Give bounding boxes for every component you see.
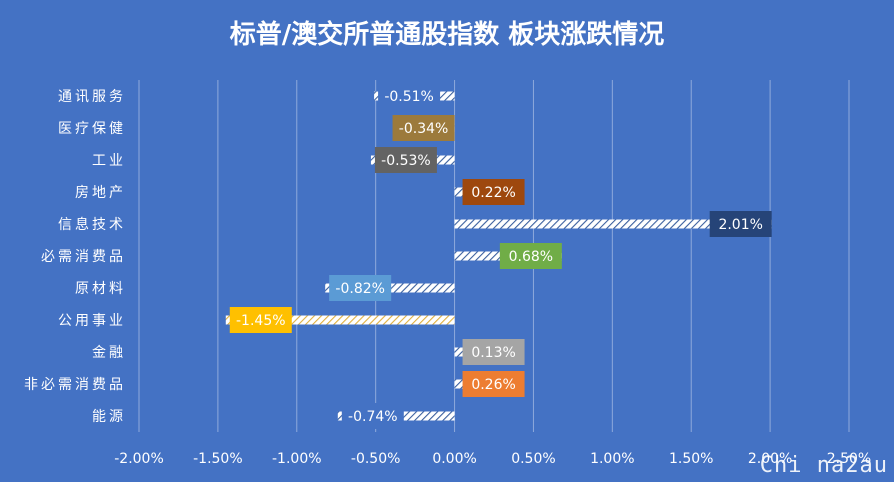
category-label: 通讯服务 [58,89,126,105]
x-tick-label: -1.00% [272,451,322,467]
category-label: 医疗保健 [58,121,126,137]
x-tick-label: 0.00% [432,451,476,467]
data-label: 2.01% [718,217,762,233]
category-label: 公用事业 [58,313,126,329]
data-label-box [378,83,441,109]
category-label: 工业 [92,153,126,169]
x-tick-label: 1.00% [590,451,634,467]
data-label: 0.22% [471,185,515,201]
x-tick-label: 1.50% [669,451,713,467]
data-label-box [709,211,772,237]
bar [454,219,772,229]
data-label: 0.68% [509,249,553,265]
data-label-box [374,147,437,173]
x-tick-label: -1.50% [193,451,243,467]
x-tick-label: 2.50% [827,451,871,467]
data-label-box [329,275,392,301]
bar [225,315,455,325]
x-tick-label: -2.00% [114,451,164,467]
category-label: 能源 [92,409,126,425]
watermark: Chi na2au [759,453,888,478]
data-label: 0.26% [471,377,515,393]
data-label: 0.13% [471,345,515,361]
category-label: 原材料 [75,281,126,297]
data-label-box [462,339,525,365]
data-label-box [462,179,525,205]
category-label: 房地产 [75,185,126,201]
data-label-box [229,307,292,333]
chart-title: 标普/澳交所普通股指数 板块涨跌情况 [229,20,665,50]
data-label: -1.45% [236,313,286,329]
category-label: 必需消费品 [41,249,126,265]
data-label: -0.51% [384,89,434,105]
data-label-box [462,371,525,397]
data-label: -0.53% [381,153,431,169]
data-label-box [392,115,455,141]
data-label: -0.34% [399,121,449,137]
data-label: -0.82% [335,281,385,297]
data-label: -0.74% [348,409,398,425]
category-label: 金融 [92,345,126,361]
data-label-box [499,243,562,269]
category-label: 非必需消费品 [24,377,126,393]
x-tick-label: 0.50% [511,451,555,467]
x-tick-label: -0.50% [351,451,401,467]
data-label-box [341,403,404,429]
x-tick-label: 2.00% [748,451,792,467]
category-label: 信息技术 [58,216,126,233]
